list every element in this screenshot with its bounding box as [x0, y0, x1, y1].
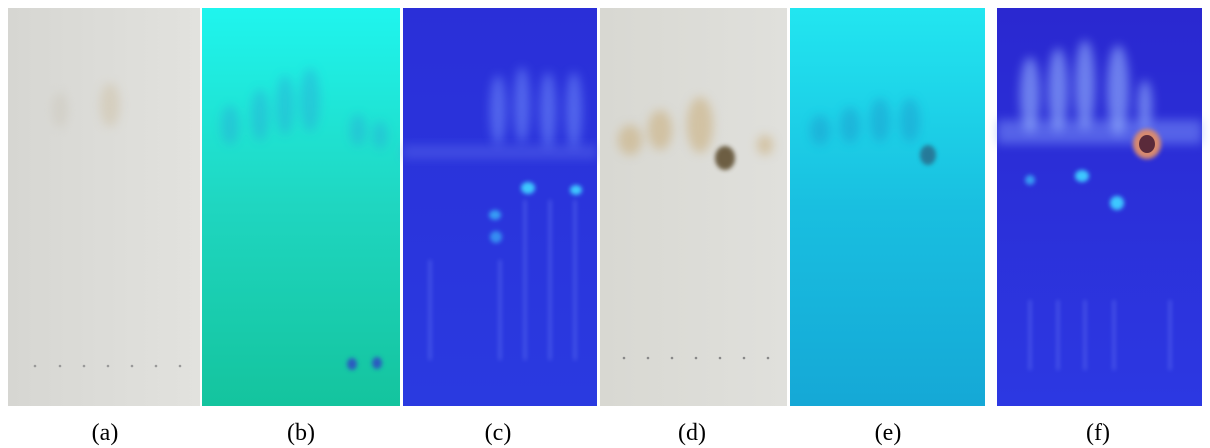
panel-label: (b) — [287, 420, 315, 446]
panel-label: (e) — [875, 420, 902, 446]
panel-label: (f) — [1086, 420, 1110, 446]
plate-b — [202, 8, 400, 406]
plate-f — [997, 8, 1202, 406]
panel-label: (a) — [92, 420, 119, 446]
panel-label: (c) — [485, 420, 512, 446]
plate-d — [600, 8, 787, 406]
panel-label: (d) — [678, 420, 706, 446]
plate-a — [8, 8, 200, 406]
plate-e — [790, 8, 985, 406]
plate-c — [403, 8, 597, 406]
